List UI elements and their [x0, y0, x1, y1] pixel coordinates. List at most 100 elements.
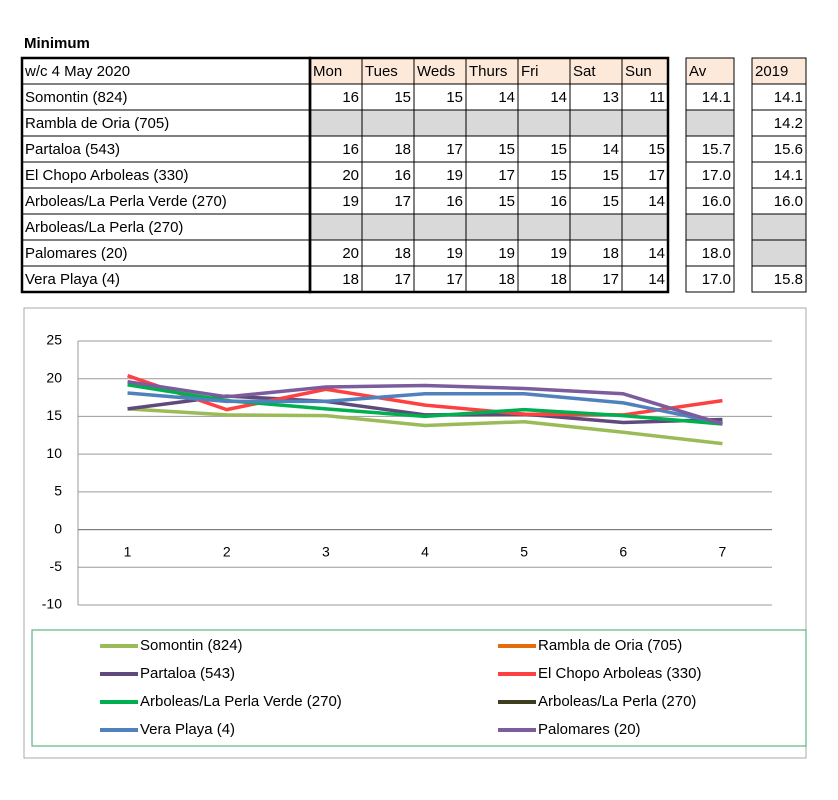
cell	[465, 213, 519, 241]
legend-label: Somontin (824)	[140, 637, 243, 654]
cell	[621, 187, 669, 215]
cell	[413, 239, 467, 267]
legend-label: El Chopo Arboleas (330)	[538, 665, 701, 682]
cell-text: 14	[648, 271, 665, 288]
cell	[621, 57, 669, 85]
cell	[685, 135, 735, 163]
x-tick-label: 4	[421, 543, 429, 559]
cell	[621, 161, 669, 189]
y-tick-label: -5	[50, 558, 63, 574]
cell-text: 15	[602, 193, 619, 210]
cell	[517, 213, 571, 241]
cell	[465, 135, 519, 163]
cell-text: Vera Playa (4)	[25, 271, 120, 288]
header-cell: Sat	[573, 63, 596, 80]
cell-text: 11	[649, 89, 665, 106]
legend-label: Partaloa (543)	[140, 665, 235, 682]
cell-text: 13	[602, 89, 619, 106]
cell-text: 14	[550, 89, 567, 106]
x-tick-label: 6	[619, 543, 627, 559]
cell	[517, 109, 571, 137]
cell-text: 17	[394, 193, 411, 210]
cell-text: El Chopo Arboleas (330)	[25, 167, 188, 184]
cell-text: 14	[498, 89, 515, 106]
cell	[21, 213, 311, 241]
cell-text: 15	[446, 89, 463, 106]
header-cell: w/c 4 May 2020	[24, 63, 130, 80]
cell	[413, 187, 467, 215]
cell	[309, 239, 363, 267]
cell-text: 15	[602, 167, 619, 184]
cell	[517, 265, 571, 293]
cell-text: 15	[550, 141, 567, 158]
cell-text: 18.0	[702, 245, 731, 262]
cell-text: 18	[498, 271, 515, 288]
cell-text: 19	[342, 193, 359, 210]
cell-text: Arboleas/La Perla (270)	[25, 219, 183, 236]
cell-text: 14.1	[774, 89, 803, 106]
header-cell: Sun	[625, 63, 652, 80]
y-tick-label: 25	[46, 332, 62, 348]
cell-text: 15.7	[702, 141, 731, 158]
cell	[569, 109, 623, 137]
cell-text: 15	[550, 167, 567, 184]
cell-text: Partaloa (543)	[25, 141, 120, 158]
cell	[751, 109, 807, 137]
series-line	[127, 391, 723, 425]
y-tick-label: 10	[46, 445, 62, 461]
cell-text: 15	[498, 141, 515, 158]
cell-text: 16	[342, 89, 359, 106]
header-cell: Av	[689, 63, 707, 80]
cell-text: 16	[394, 167, 411, 184]
cell-text: 17	[498, 167, 515, 184]
x-tick-label: 2	[223, 543, 231, 559]
cell	[361, 161, 415, 189]
cell-text: 15	[648, 141, 665, 158]
cell-text: 14.2	[774, 115, 803, 132]
cell	[621, 109, 669, 137]
cell-text: 19	[446, 167, 463, 184]
series-line	[127, 380, 723, 426]
cell-text: 20	[342, 245, 359, 262]
y-tick-label: 5	[54, 483, 62, 499]
cell	[309, 109, 363, 137]
y-tick-label: 20	[46, 369, 62, 385]
y-tick-label: -10	[42, 596, 62, 612]
cell-text: 18	[394, 245, 411, 262]
cell-text: Rambla de Oria (705)	[25, 115, 169, 132]
cell	[569, 239, 623, 267]
header-cell: 2019	[755, 63, 788, 80]
cell	[413, 109, 467, 137]
cell-text: 19	[498, 245, 515, 262]
cell	[621, 135, 669, 163]
cell	[569, 57, 623, 85]
cell	[517, 187, 571, 215]
cell-text: 16	[446, 193, 463, 210]
cell	[685, 265, 735, 293]
cell	[751, 213, 807, 241]
table-border	[308, 56, 670, 294]
cell-text: 18	[550, 271, 567, 288]
cell	[21, 109, 311, 137]
cell	[621, 239, 669, 267]
cell	[465, 109, 519, 137]
header-cell: Weds	[417, 63, 455, 80]
legend-label: Vera Playa (4)	[140, 721, 235, 738]
cell-text: Arboleas/La Perla Verde (270)	[25, 193, 227, 210]
cell	[361, 213, 415, 241]
cell-text: 18	[342, 271, 359, 288]
cell-text: 14	[648, 245, 665, 262]
cell	[685, 161, 735, 189]
cell-text: 18	[602, 245, 619, 262]
cell-text: 15	[498, 193, 515, 210]
cell-text: 16	[342, 141, 359, 158]
x-tick-label: 1	[124, 543, 132, 559]
cell	[621, 213, 669, 241]
cell	[751, 187, 807, 215]
cell-text: Somontin (824)	[25, 89, 128, 106]
cell-text: 16.0	[702, 193, 731, 210]
cell	[751, 83, 807, 111]
cell	[569, 161, 623, 189]
cell-text: 17	[648, 167, 665, 184]
x-tick-label: 7	[719, 543, 727, 559]
